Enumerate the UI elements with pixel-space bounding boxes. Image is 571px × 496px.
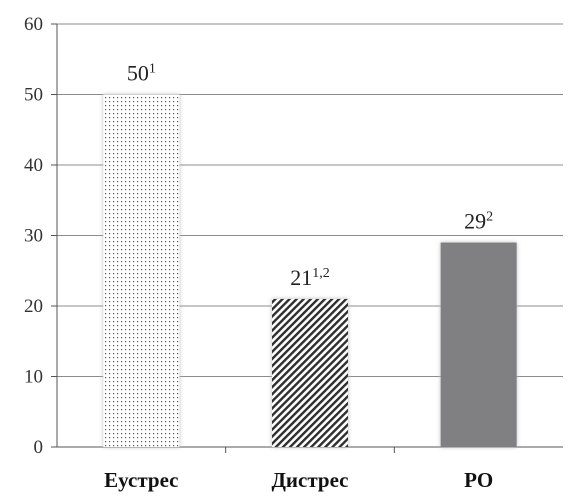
data-label-superscript-3: 2: [486, 210, 493, 225]
tick-labels: 0 10 20 30 40 50 60 Еустрес Дистрес РО: [24, 14, 493, 492]
data-label-value-2: 21: [290, 265, 312, 290]
y-tick-label-30: 30: [24, 226, 43, 247]
data-label-2: 211,2: [290, 265, 330, 290]
y-tick-label-10: 10: [24, 367, 43, 388]
y-tick-label-20: 20: [24, 296, 43, 317]
bar-3: [440, 242, 517, 447]
bars: [103, 94, 517, 447]
y-tick-label-0: 0: [34, 437, 44, 458]
y-tick-label-50: 50: [24, 85, 43, 106]
category-label-3: РО: [464, 468, 493, 492]
data-label-3: 292: [464, 209, 493, 234]
y-tick-label-60: 60: [24, 14, 43, 35]
category-label-2: Дистрес: [271, 468, 348, 492]
data-label-value-3: 29: [464, 209, 486, 234]
data-label-superscript-2: 1,2: [312, 266, 330, 281]
data-label-1: 501: [127, 61, 156, 86]
category-label-1: Еустрес: [104, 468, 178, 492]
data-label-value-1: 50: [127, 61, 149, 86]
bar-2: [272, 298, 348, 447]
y-tick-label-40: 40: [24, 155, 43, 176]
data-label-superscript-1: 1: [149, 62, 156, 77]
bar-1: [103, 94, 180, 447]
